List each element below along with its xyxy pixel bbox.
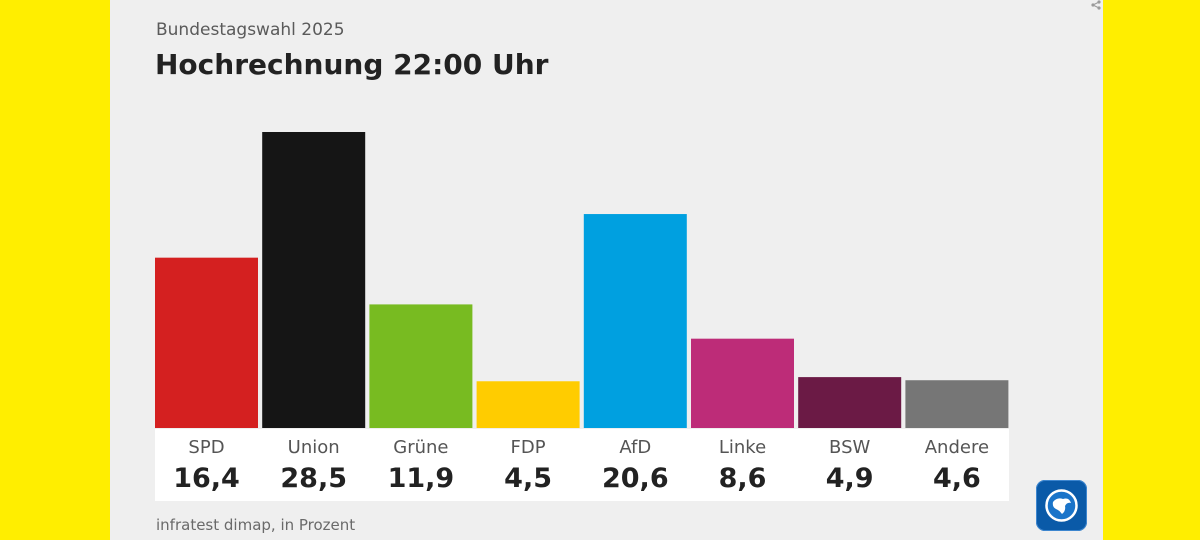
party-results-panel: SPD 16,4 Union 28,5 Grüne 11,9 FDP 4,5 AfD 20,6 Li… [155, 429, 1009, 501]
bar-afd [583, 214, 687, 428]
party-label: FDP [510, 437, 546, 458]
party-value-label: 20,6 [601, 463, 669, 494]
bar-union [262, 132, 366, 428]
party-label: AfD [619, 437, 652, 458]
party-value-label: 4,5 [504, 463, 553, 494]
party-label: Grüne [393, 437, 449, 458]
bar-spd [155, 257, 258, 428]
ard-tagesschau-logo-icon [1036, 480, 1087, 531]
chart-card: Bundestagswahl 2025 Hochrechnung 22:00 U… [110, 0, 1103, 540]
party-value-label: 4,6 [932, 463, 981, 494]
party-label: Andere [924, 437, 990, 458]
party-value-label: 4,9 [825, 463, 874, 494]
data-source-note: infratest dimap, in Prozent [156, 516, 356, 534]
bar-linke [691, 338, 794, 428]
party-label: BSW [829, 437, 871, 458]
bar-bsw [798, 377, 902, 428]
share-icon[interactable] [1090, 0, 1102, 10]
party-label: Union [287, 437, 340, 458]
chart-title: Hochrechnung 22:00 Uhr [155, 48, 549, 81]
bar-gr-ne [369, 304, 473, 428]
chart-subtitle: Bundestagswahl 2025 [156, 20, 345, 40]
party-label: SPD [188, 437, 225, 458]
party-value-label: 28,5 [280, 463, 347, 494]
bar-fdp [476, 381, 580, 428]
party-label: Linke [718, 437, 767, 458]
bar-chart [155, 132, 1009, 428]
bar-andere [905, 380, 1009, 428]
party-value-label: 8,6 [718, 463, 767, 494]
party-value-label: 16,4 [173, 463, 240, 494]
party-value-label: 11,9 [387, 463, 455, 494]
